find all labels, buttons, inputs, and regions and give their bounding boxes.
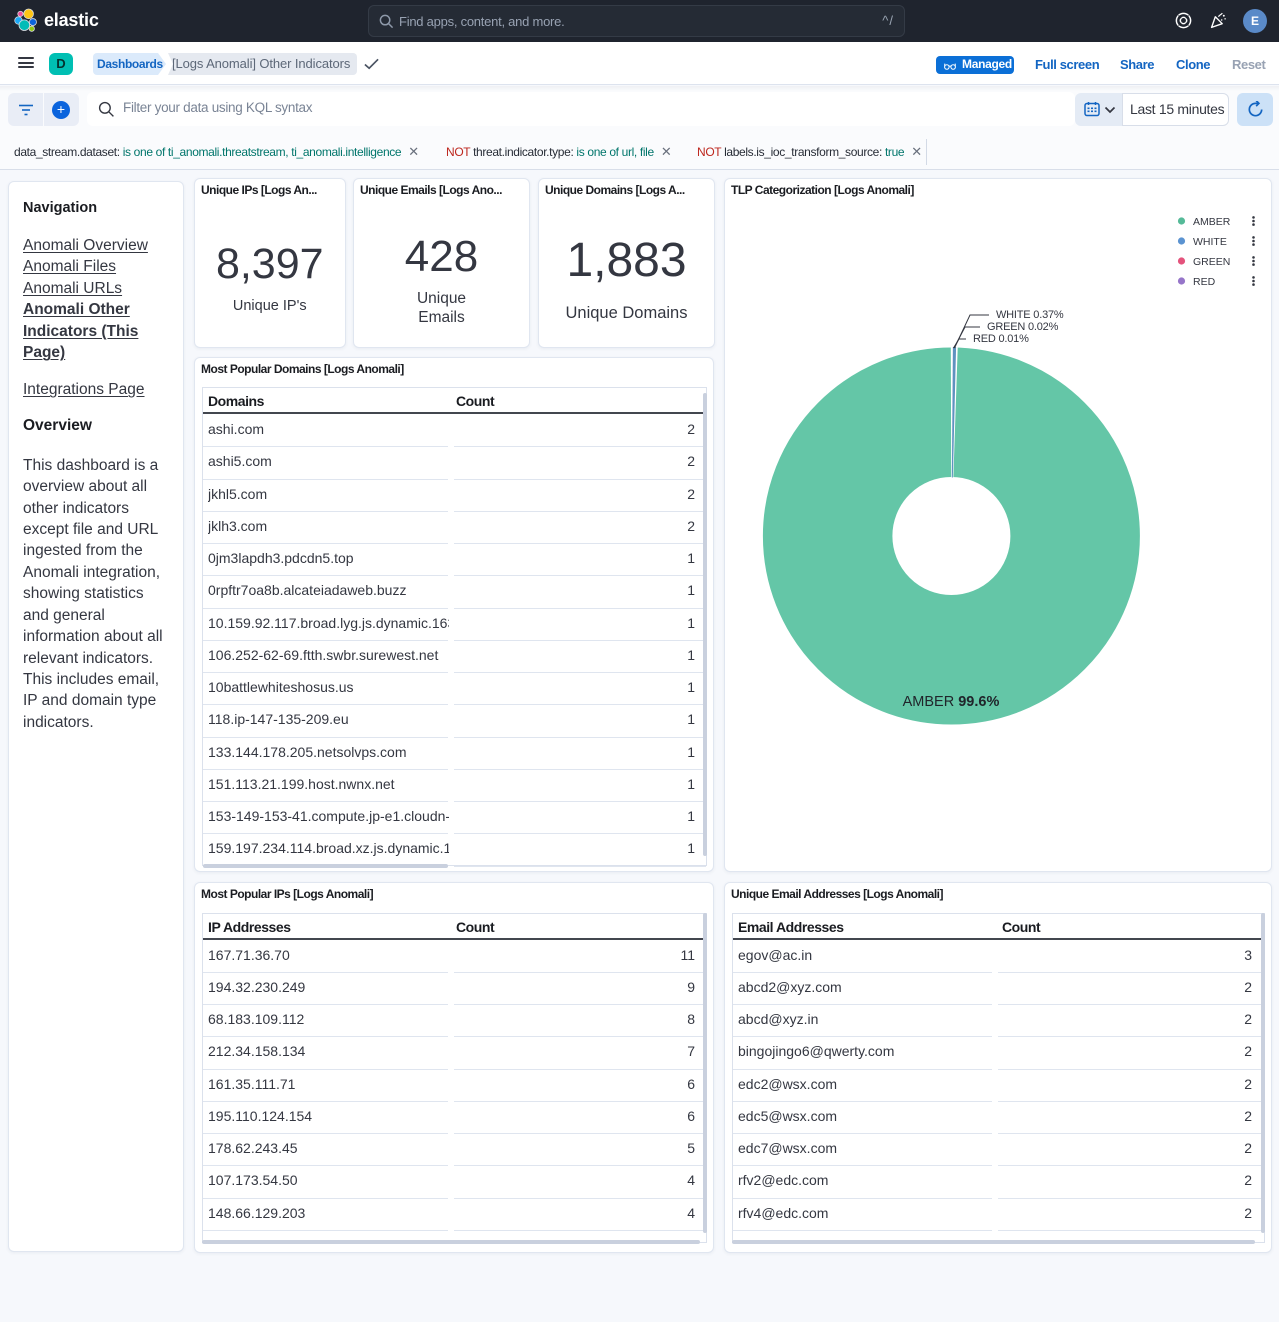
svg-text:RED 0.01%: RED 0.01% xyxy=(973,333,1029,345)
svg-text:WHITE 0.37%: WHITE 0.37% xyxy=(996,309,1064,321)
svg-text:WHITE: WHITE xyxy=(1193,236,1227,248)
svg-text:RED: RED xyxy=(1193,276,1216,288)
svg-text:GREEN: GREEN xyxy=(1193,256,1230,268)
svg-text:AMBER 99.6%: AMBER 99.6% xyxy=(903,694,1000,710)
svg-text:AMBER: AMBER xyxy=(1193,216,1231,228)
svg-text:GREEN 0.02%: GREEN 0.02% xyxy=(987,321,1059,333)
